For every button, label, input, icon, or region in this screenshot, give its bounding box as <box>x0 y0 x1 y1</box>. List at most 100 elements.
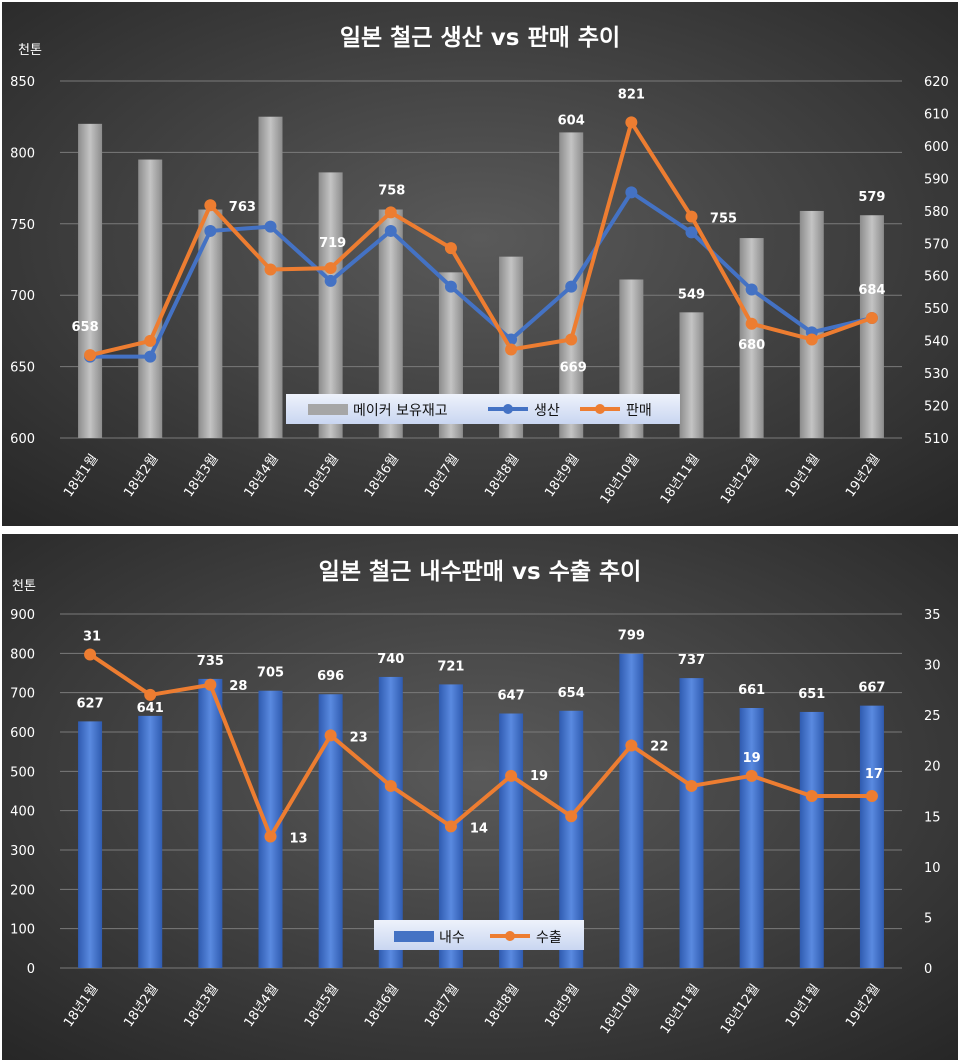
domestic-bar <box>679 678 704 968</box>
sales-marker <box>805 333 818 346</box>
sales-marker <box>144 334 157 347</box>
bar-data-label: 604 <box>558 113 585 128</box>
left-axis-unit-label: 천톤 <box>12 579 36 594</box>
chart-title: 일본 철근 내수판매 vs 수출 추이 <box>319 559 642 585</box>
right-axis-tick-label: 30 <box>924 659 941 674</box>
sales-marker <box>444 242 457 255</box>
export-marker <box>384 779 397 792</box>
export-marker <box>805 790 818 803</box>
legend-label-export: 수출 <box>536 930 562 946</box>
domestic-bar <box>138 715 163 968</box>
sales-data-label: 684 <box>858 283 885 298</box>
left-axis-tick-label: 400 <box>10 805 35 820</box>
production-marker <box>204 224 217 237</box>
legend-swatch-domestic <box>394 931 434 942</box>
right-axis-tick-label: 520 <box>924 400 949 415</box>
right-axis-tick-label: 610 <box>924 107 949 122</box>
domestic-bar <box>78 721 103 968</box>
bar-data-label: 705 <box>257 666 284 681</box>
export-data-label: 14 <box>470 821 488 836</box>
legend-swatch-inventory <box>308 404 348 415</box>
right-axis-tick-label: 560 <box>924 270 949 285</box>
inventory-bar <box>138 159 163 439</box>
export-line <box>88 652 872 839</box>
inventory-bar <box>198 209 223 438</box>
domestic-bar <box>378 676 403 968</box>
right-axis-tick-label: 620 <box>924 75 949 90</box>
domestic-bar <box>499 713 524 968</box>
right-axis-tick-label: 35 <box>924 608 941 623</box>
bar-data-label: 549 <box>678 287 705 302</box>
left-axis-tick-label: 750 <box>10 218 35 233</box>
export-data-label: 17 <box>865 767 883 782</box>
right-axis-tick-label: 15 <box>924 810 941 825</box>
right-axis-tick-label: 580 <box>924 205 949 220</box>
production-line <box>90 190 873 359</box>
right-axis-tick-label: 0 <box>924 962 932 977</box>
export-marker <box>84 648 97 661</box>
left-axis-tick-label: 300 <box>10 844 35 859</box>
export-data-label: 22 <box>650 739 668 754</box>
sales-marker <box>324 262 337 275</box>
bar-data-label: 696 <box>317 669 344 684</box>
left-axis-tick-label: 200 <box>10 883 35 898</box>
export-data-label: 19 <box>743 751 761 766</box>
bar-data-label: 740 <box>377 652 404 667</box>
production-marker <box>565 280 578 293</box>
domestic-bars <box>78 653 884 968</box>
legend-label-sales: 판매 <box>626 403 652 419</box>
inventory-bar <box>679 312 704 438</box>
inventory-bar <box>78 123 103 438</box>
bar-data-label: 735 <box>197 654 224 669</box>
sales-marker <box>625 116 638 129</box>
left-axis-unit-label: 천톤 <box>18 43 42 58</box>
legend: 내수 수출 <box>374 920 584 950</box>
data-labels: 627 641 735 705 696 740 721 647 654 799 737 661 651 6… <box>77 629 886 847</box>
left-axis-tick-label: 800 <box>10 146 35 161</box>
sales-marker <box>204 199 217 212</box>
sales-data-label: 719 <box>319 236 346 251</box>
legend-marker-export <box>505 931 515 941</box>
sales-data-label: 658 <box>72 320 99 335</box>
chart-domestic-vs-export-svg: 일본 철근 내수판매 vs 수출 추이 천톤 627 641 735 705 696 74… <box>2 534 958 1060</box>
chart-production-vs-sales: 일본 철근 생산 vs 판매 추이 천톤 604 549 579 658 763 719 7… <box>2 2 958 526</box>
right-axis-tick-label: 25 <box>924 709 941 724</box>
sales-marker <box>745 317 758 330</box>
chart-production-vs-sales-svg: 일본 철근 생산 vs 판매 추이 천톤 604 549 579 658 763 719 7… <box>2 2 958 526</box>
export-data-label: 19 <box>530 769 548 784</box>
sales-line <box>89 120 873 358</box>
sales-data-label: 755 <box>710 212 737 227</box>
right-axis-tick-label: 600 <box>924 140 949 155</box>
chart-domestic-vs-export: 일본 철근 내수판매 vs 수출 추이 천톤 627 641 735 705 696 74… <box>2 534 958 1060</box>
domestic-bar <box>739 708 764 968</box>
bar-data-label: 661 <box>738 683 765 698</box>
line-series <box>84 116 878 363</box>
bar-data-label: 651 <box>798 687 825 702</box>
left-axis-tick-label: 500 <box>10 765 35 780</box>
legend-marker-production <box>503 404 513 414</box>
legend-label-domestic: 내수 <box>439 930 465 946</box>
sales-data-label: 669 <box>560 360 587 375</box>
export-marker <box>505 769 518 782</box>
export-marker <box>625 739 638 752</box>
bar-data-label: 647 <box>498 689 525 704</box>
production-marker <box>264 220 277 233</box>
right-axis-tick-label: 20 <box>924 760 941 775</box>
sales-marker <box>84 349 97 362</box>
left-axis-tick-label: 800 <box>10 647 35 662</box>
line-series <box>84 648 878 843</box>
left-axis-tick-label: 700 <box>10 289 35 304</box>
right-axis-tick-label: 5 <box>924 911 932 926</box>
legend: 메이커 보유재고 생산 판매 <box>286 394 680 424</box>
sales-marker <box>264 263 277 276</box>
export-marker <box>144 688 157 701</box>
legend-marker-sales <box>595 404 605 414</box>
sales-marker <box>384 206 397 219</box>
bar-data-label: 654 <box>558 686 585 701</box>
production-marker <box>685 226 698 239</box>
bar-data-label: 667 <box>858 681 885 696</box>
export-data-label: 23 <box>350 730 368 745</box>
bar-data-label: 579 <box>858 190 885 205</box>
legend-label-inventory: 메이커 보유재고 <box>353 403 448 419</box>
production-marker <box>324 274 337 287</box>
